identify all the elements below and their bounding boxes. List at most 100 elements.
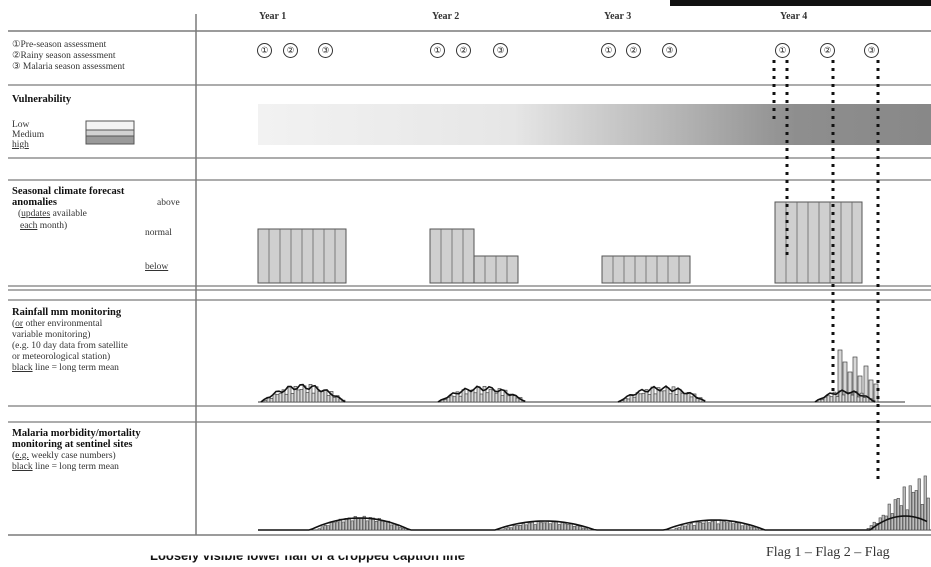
forecast-above-label: above [157, 198, 180, 208]
marker-y1-rainy: ② [283, 43, 298, 58]
malaria-bar [566, 524, 570, 531]
malaria-bar [347, 517, 351, 531]
malaria-bar [374, 521, 378, 531]
rainfall-bar [299, 389, 304, 403]
figure-caption: Loosely visible lower half of a cropped … [150, 548, 465, 564]
malaria-bar [575, 525, 579, 531]
malaria-bar [578, 526, 582, 531]
malaria-bar [911, 491, 915, 531]
malaria-bar [674, 527, 678, 531]
rainfall-bar [473, 392, 478, 403]
rainfall-bar [494, 392, 499, 403]
rainfall-bar [464, 393, 469, 403]
rainfall-mean-line [260, 383, 876, 403]
rainfall-bar [317, 391, 322, 403]
malaria-bar [749, 526, 753, 531]
malaria-bar [317, 528, 321, 531]
malaria-bar [548, 523, 552, 531]
rainfall-bar [659, 390, 664, 403]
rainfall-line5-black: black [12, 363, 33, 373]
rainfall-bar [320, 391, 325, 403]
rainfall-bar [859, 392, 864, 403]
forecast-note-line2: each month) [20, 221, 67, 232]
flag-labels: Flag 1 – Flag 2 – Flag [766, 545, 890, 560]
malaria-bar [320, 526, 324, 531]
malaria-bar [899, 505, 903, 531]
rainfall-bar [835, 396, 840, 403]
malaria-bar [362, 515, 366, 531]
marker-y3-rainy: ② [626, 43, 641, 58]
malaria-bar [719, 520, 723, 531]
forecast-bars [257, 201, 863, 284]
year-4-label: Year 4 [780, 11, 808, 22]
malaria-bar [359, 518, 363, 531]
rainfall-line5-rest: line = long term mean [32, 363, 119, 373]
malaria-bar [713, 520, 717, 531]
malaria-bar [401, 527, 405, 531]
malaria-bar [902, 486, 906, 531]
rainfall-bar [287, 385, 292, 403]
vulnerability-high-label: high [12, 140, 29, 150]
malaria-bar [896, 498, 900, 531]
malaria-bar [536, 521, 540, 531]
malaria-bar [740, 525, 744, 531]
malaria-bar [731, 523, 735, 531]
malaria-bar [905, 509, 909, 531]
malaria-bar [680, 525, 684, 531]
legend-pre-season: ①Pre-season assessment [12, 40, 107, 50]
marker-y4-pre: ① [775, 43, 790, 58]
year-1-label: Year 1 [259, 11, 287, 22]
rainfall-bar [626, 398, 631, 403]
malaria-bar [926, 497, 930, 531]
malaria-bar [908, 485, 912, 531]
vulnerability-gradient-band [258, 104, 931, 145]
forecast-bar-dividers [268, 202, 853, 283]
top-bar [670, 0, 931, 6]
rainfall-line1-rest: other environmental [23, 319, 103, 329]
legend-malaria-season: ③ Malaria season assessment [12, 62, 125, 72]
malaria-bar [512, 525, 516, 531]
malaria-bar [710, 520, 714, 531]
malaria-bar [890, 513, 894, 531]
rainfall-bar [263, 400, 268, 403]
malaria-bar [884, 515, 888, 531]
malaria-bar [365, 520, 369, 531]
malaria-bar [368, 517, 372, 531]
rainfall-line3: (e.g. 10 day data from satellite [12, 341, 128, 351]
malaria-bar [518, 524, 522, 531]
rainfall-bar [449, 395, 454, 403]
rainfall-bar [296, 389, 301, 403]
malaria-bar [545, 520, 549, 531]
vulnerability-legend-swatches [85, 120, 135, 145]
malaria-bar [917, 478, 921, 531]
malaria-bar [569, 523, 573, 531]
malaria-bar [563, 523, 567, 531]
malaria-bar [914, 490, 918, 531]
malaria-bar [377, 517, 381, 531]
marker-y2-rainy: ② [456, 43, 471, 58]
rainfall-bar [665, 387, 670, 403]
malaria-bar [335, 521, 339, 531]
rainfall-bar [482, 385, 487, 403]
forecast-normal-label: normal [145, 228, 172, 238]
malaria-bar [893, 499, 897, 531]
malaria-line1-eg: e.g. [15, 451, 29, 461]
rainfall-bar [829, 396, 834, 403]
rainfall-bar [647, 394, 652, 403]
malaria-bar [506, 527, 510, 531]
rainfall-bar [332, 397, 337, 403]
rainfall-bar [850, 394, 855, 403]
malaria-bar [692, 525, 696, 531]
malaria-bar [341, 521, 345, 531]
malaria-bar [707, 522, 711, 531]
malaria-bar [350, 520, 354, 531]
rainfall-bar [305, 392, 310, 403]
forecast-note-month: month) [37, 221, 68, 231]
rainfall-bar [485, 392, 490, 403]
malaria-bar [332, 522, 336, 531]
malaria-bar [920, 504, 924, 531]
rainfall-bar [638, 393, 643, 403]
rainfall-title: Rainfall mm monitoring [12, 307, 122, 318]
marker-y4-malaria: ③ [864, 43, 879, 58]
rainfall-chart [258, 349, 905, 403]
